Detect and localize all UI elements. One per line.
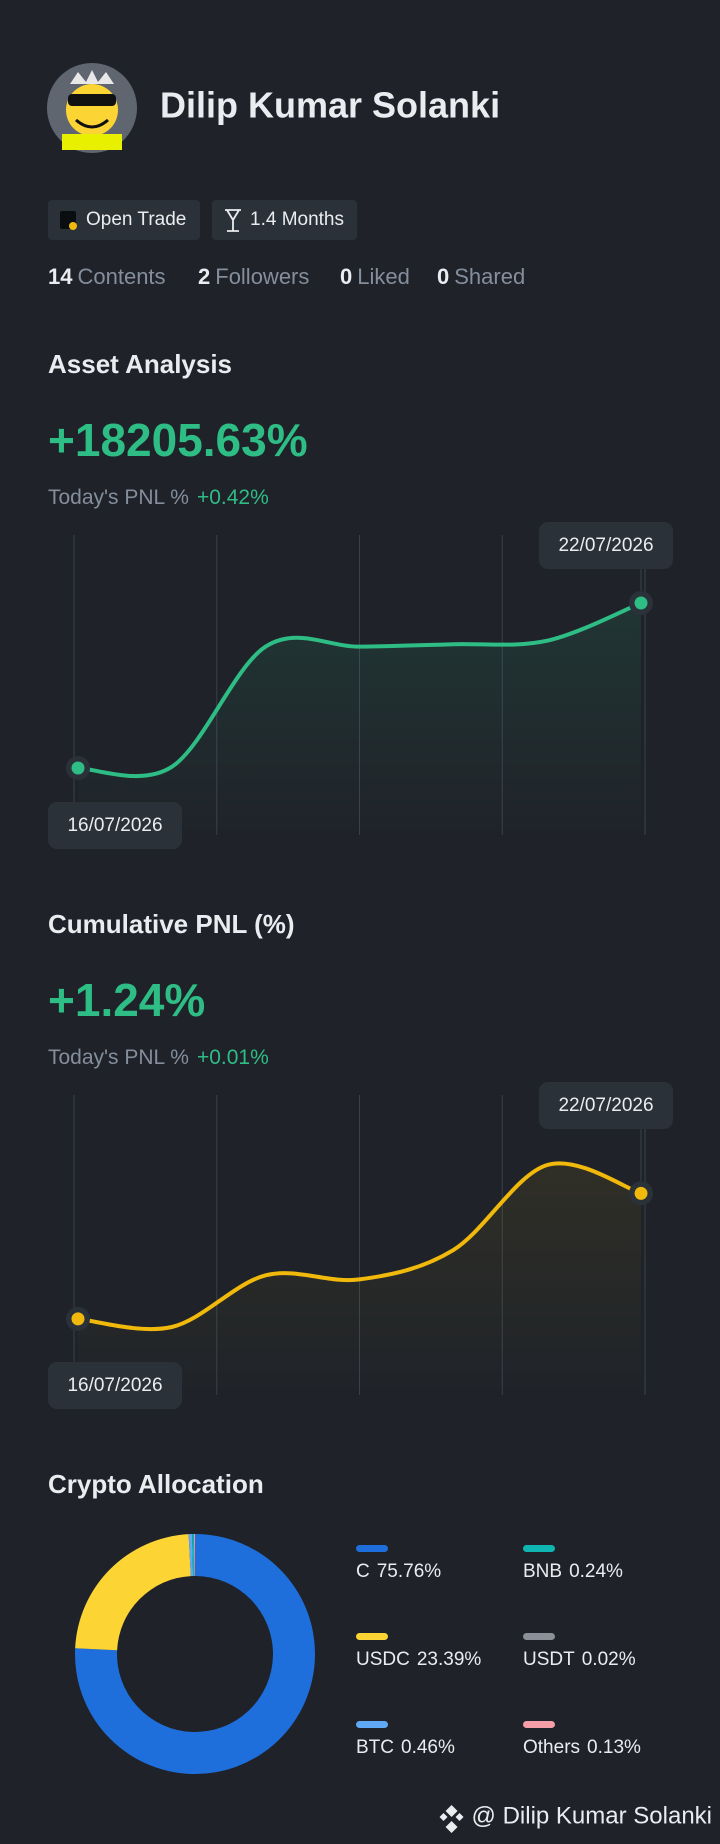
footer-logo (439, 1805, 464, 1833)
stat: 0 Liked (340, 264, 410, 289)
stat-value: 0 (437, 264, 449, 289)
donut-slice (194, 1534, 195, 1577)
line (77, 601, 642, 779)
section-title: Cumulative PNL (%) (48, 909, 295, 939)
legend-swatch (356, 1721, 388, 1728)
legend-swatch (523, 1545, 555, 1552)
stat-label: Shared (454, 264, 525, 289)
tooltip (539, 1082, 673, 1129)
subtitle-value: +0.42% (197, 486, 269, 509)
legend-value: 0.24% (569, 1561, 623, 1582)
user-name: Dilip Kumar Solanki (160, 85, 500, 126)
line (77, 1161, 642, 1332)
donut-slice (75, 1534, 191, 1651)
badge-icon (225, 209, 241, 232)
legend-swatch (356, 1545, 388, 1552)
legend-item: C 75.76% (356, 1561, 441, 1582)
stat-value: 0 (340, 264, 352, 289)
legend-value: 0.46% (401, 1737, 455, 1758)
legend-value: 0.02% (582, 1649, 636, 1670)
subtitle-label: Today's PNL % (48, 486, 189, 509)
subtitle-value: +0.01% (197, 1046, 269, 1069)
legend-swatch (523, 1721, 555, 1728)
badge (48, 200, 200, 240)
section-title: Asset Analysis (48, 349, 232, 379)
legend-item: Others 0.13% (523, 1737, 641, 1758)
legend-swatch (523, 1633, 555, 1640)
badge-icon (69, 222, 77, 230)
headline: +1.24% (48, 974, 205, 1026)
stat: 0 Shared (437, 264, 525, 289)
headline: +18205.63% (48, 414, 308, 466)
point (71, 761, 85, 775)
legend-label: BTC (356, 1737, 394, 1758)
point (634, 1186, 648, 1200)
area (78, 603, 641, 835)
stat-label: Contents (77, 264, 165, 289)
donut-slice (188, 1534, 194, 1577)
section-title: Crypto Allocation (48, 1469, 264, 1499)
footer: @ Dilip Kumar Solanki (472, 1802, 712, 1829)
legend-item: BNB 0.24% (523, 1561, 623, 1582)
legend-label: Others (523, 1737, 580, 1758)
tooltip-date: 16/07/2026 (67, 1375, 162, 1396)
subtitle: Today's PNL % +0.42% (48, 486, 269, 509)
area (78, 1163, 641, 1395)
tooltip-date: 16/07/2026 (67, 815, 162, 836)
badge-label: Open Trade (86, 209, 186, 230)
legend-value: 0.13% (587, 1737, 641, 1758)
subtitle-label: Today's PNL % (48, 1046, 189, 1069)
tooltip-date: 22/07/2026 (558, 535, 653, 556)
stat: 2 Followers (198, 264, 309, 289)
tooltip (48, 1362, 182, 1409)
legend-label: BNB (523, 1561, 562, 1582)
point (634, 596, 648, 610)
badge-label: 1.4 Months (250, 209, 344, 230)
badge (212, 200, 357, 240)
legend-item: USDC 23.39% (356, 1649, 481, 1670)
tooltip-date: 22/07/2026 (558, 1095, 653, 1116)
donut-slice (74, 1534, 315, 1775)
legend-swatch (356, 1633, 388, 1640)
legend-label: C (356, 1561, 370, 1582)
tooltip (539, 522, 673, 569)
point (71, 1312, 85, 1326)
legend-label: USDT (523, 1649, 575, 1670)
stat: 14 Contents (48, 264, 166, 289)
legend-value: 75.76% (377, 1561, 442, 1582)
avatar (47, 63, 137, 153)
legend-label: USDC (356, 1649, 410, 1670)
legend-value: 23.39% (417, 1649, 482, 1670)
legend-item: USDT 0.02% (523, 1649, 636, 1670)
stat-label: Followers (215, 264, 309, 289)
legend-item: BTC 0.46% (356, 1737, 455, 1758)
subtitle: Today's PNL % +0.01% (48, 1046, 269, 1069)
stat-value: 2 (198, 264, 210, 289)
stat-label: Liked (357, 264, 410, 289)
tooltip (48, 802, 182, 849)
stat-value: 14 (48, 264, 73, 289)
donut-slice (192, 1534, 195, 1577)
